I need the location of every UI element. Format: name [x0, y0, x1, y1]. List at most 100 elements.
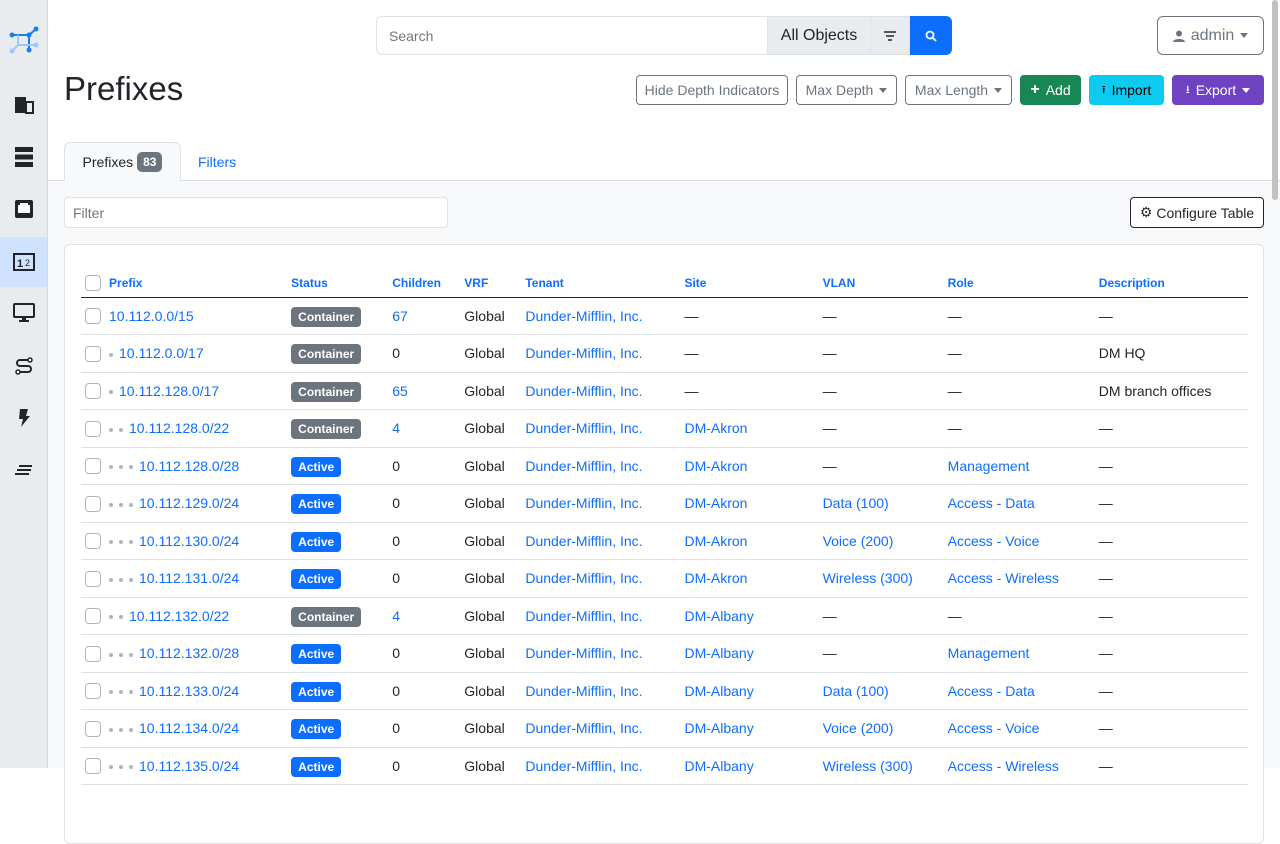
- user-menu-button[interactable]: admin: [1157, 16, 1264, 55]
- tenant-link[interactable]: Dunder-Mifflin, Inc.: [525, 645, 643, 662]
- prefix-link[interactable]: 10.112.133.0/24: [139, 682, 240, 699]
- tenant-link[interactable]: Dunder-Mifflin, Inc.: [525, 532, 643, 549]
- row-checkbox[interactable]: [85, 720, 101, 737]
- row-checkbox[interactable]: [85, 683, 101, 700]
- prefix-link[interactable]: 10.112.131.0/24: [139, 570, 240, 587]
- search-filter-button[interactable]: [870, 16, 910, 55]
- devices-server-icon[interactable]: [0, 132, 47, 182]
- tenant-link[interactable]: Dunder-Mifflin, Inc.: [525, 420, 643, 437]
- other-menu-lines-icon[interactable]: [0, 445, 47, 495]
- site-link[interactable]: DM-Albany: [684, 607, 754, 624]
- role-link[interactable]: Access - Wireless: [947, 757, 1059, 774]
- children-link[interactable]: 67: [392, 307, 408, 324]
- children-link[interactable]: 65: [392, 382, 408, 399]
- import-button[interactable]: ⭱ Import: [1089, 75, 1164, 105]
- tenant-link[interactable]: Dunder-Mifflin, Inc.: [525, 720, 643, 737]
- site-link[interactable]: DM-Albany: [684, 757, 754, 774]
- tenant-link[interactable]: Dunder-Mifflin, Inc.: [525, 307, 643, 324]
- vlan-link[interactable]: Wireless (300): [822, 570, 913, 587]
- site-link[interactable]: DM-Akron: [684, 495, 748, 512]
- site-link[interactable]: DM-Albany: [684, 682, 754, 699]
- table-filter-input[interactable]: [64, 197, 448, 228]
- row-checkbox[interactable]: [85, 533, 101, 550]
- site-link[interactable]: DM-Akron: [684, 457, 748, 474]
- column-header-children[interactable]: Children: [392, 263, 465, 298]
- tenant-link[interactable]: Dunder-Mifflin, Inc.: [525, 495, 643, 512]
- role-link[interactable]: Management: [947, 645, 1030, 662]
- virtualization-monitor-icon[interactable]: [0, 288, 47, 338]
- row-checkbox[interactable]: [85, 758, 101, 775]
- circuits-icon[interactable]: [0, 341, 47, 391]
- row-checkbox[interactable]: [85, 608, 101, 625]
- hide-depth-indicators-button[interactable]: Hide Depth Indicators: [636, 75, 788, 105]
- role-link[interactable]: Access - Voice: [947, 720, 1040, 737]
- prefix-link[interactable]: 10.112.0.0/15: [109, 307, 194, 324]
- site-link[interactable]: DM-Akron: [684, 570, 748, 587]
- prefix-link[interactable]: 10.112.135.0/24: [139, 757, 240, 774]
- tenant-link[interactable]: Dunder-Mifflin, Inc.: [525, 345, 643, 362]
- role-link[interactable]: Management: [947, 457, 1030, 474]
- site-link[interactable]: DM-Akron: [684, 420, 748, 437]
- prefix-link[interactable]: 10.112.132.0/28: [139, 645, 240, 662]
- row-checkbox[interactable]: [85, 345, 101, 362]
- role-link[interactable]: Access - Data: [947, 682, 1035, 699]
- max-depth-dropdown[interactable]: Max Depth: [796, 75, 897, 105]
- column-header-site[interactable]: Site: [684, 263, 823, 298]
- tab-filters[interactable]: Filters: [198, 153, 237, 170]
- role-link[interactable]: Access - Data: [947, 495, 1035, 512]
- organization-building-icon[interactable]: [0, 80, 47, 130]
- site-link[interactable]: DM-Albany: [684, 720, 754, 737]
- tenant-link[interactable]: Dunder-Mifflin, Inc.: [525, 682, 643, 699]
- vlan-link[interactable]: Voice (200): [822, 720, 894, 737]
- logo-icon[interactable]: [0, 15, 47, 65]
- row-checkbox[interactable]: [85, 308, 101, 325]
- select-all-checkbox[interactable]: [85, 274, 101, 291]
- search-input[interactable]: [376, 16, 768, 55]
- prefix-link[interactable]: 10.112.130.0/24: [139, 532, 240, 549]
- role-link[interactable]: Access - Voice: [947, 532, 1040, 549]
- row-checkbox[interactable]: [85, 570, 101, 587]
- prefix-link[interactable]: 10.112.132.0/22: [129, 607, 230, 624]
- row-checkbox[interactable]: [85, 458, 101, 475]
- tenant-link[interactable]: Dunder-Mifflin, Inc.: [525, 570, 643, 587]
- row-checkbox[interactable]: [85, 495, 101, 512]
- max-length-dropdown[interactable]: Max Length: [905, 75, 1012, 105]
- column-header-description[interactable]: Description: [1098, 263, 1248, 298]
- row-checkbox[interactable]: [85, 383, 101, 400]
- scrollbar[interactable]: [1272, 0, 1278, 200]
- site-link[interactable]: DM-Albany: [684, 645, 754, 662]
- vlan-link[interactable]: Voice (200): [822, 532, 894, 549]
- search-scope-dropdown[interactable]: All Objects: [768, 16, 870, 55]
- prefix-link[interactable]: 10.112.129.0/24: [139, 495, 240, 512]
- vlan-link[interactable]: Data (100): [822, 682, 889, 699]
- add-button[interactable]: + Add: [1020, 75, 1081, 105]
- prefix-link[interactable]: 10.112.134.0/24: [139, 720, 240, 737]
- tenant-link[interactable]: Dunder-Mifflin, Inc.: [525, 382, 643, 399]
- configure-table-button[interactable]: ⚙ Configure Table: [1130, 197, 1264, 228]
- role-link[interactable]: Access - Wireless: [947, 570, 1059, 587]
- search-button[interactable]: [910, 16, 952, 55]
- site-link[interactable]: DM-Akron: [684, 532, 748, 549]
- tab-prefixes[interactable]: Prefixes 83: [64, 142, 181, 181]
- tenant-link[interactable]: Dunder-Mifflin, Inc.: [525, 607, 643, 624]
- vlan-link[interactable]: Wireless (300): [822, 757, 913, 774]
- column-header-status[interactable]: Status: [291, 263, 393, 298]
- export-dropdown[interactable]: ⭳ Export: [1172, 75, 1264, 105]
- tenant-link[interactable]: Dunder-Mifflin, Inc.: [525, 757, 643, 774]
- column-header-prefix[interactable]: Prefix: [109, 263, 292, 298]
- prefix-link[interactable]: 10.112.128.0/28: [139, 457, 240, 474]
- prefix-link[interactable]: 10.112.0.0/17: [119, 345, 204, 362]
- column-header-role[interactable]: Role: [947, 263, 1099, 298]
- column-header-vrf[interactable]: VRF: [464, 263, 526, 298]
- tenant-link[interactable]: Dunder-Mifflin, Inc.: [525, 457, 643, 474]
- column-header-vlan[interactable]: VLAN: [822, 263, 948, 298]
- row-checkbox[interactable]: [85, 645, 101, 662]
- column-header-tenant[interactable]: Tenant: [525, 263, 685, 298]
- children-link[interactable]: 4: [392, 420, 401, 437]
- row-checkbox[interactable]: [85, 420, 101, 437]
- children-link[interactable]: 4: [392, 607, 401, 624]
- prefix-link[interactable]: 10.112.128.0/22: [129, 420, 230, 437]
- prefix-link[interactable]: 10.112.128.0/17: [119, 382, 220, 399]
- connections-ethernet-icon[interactable]: [0, 184, 47, 234]
